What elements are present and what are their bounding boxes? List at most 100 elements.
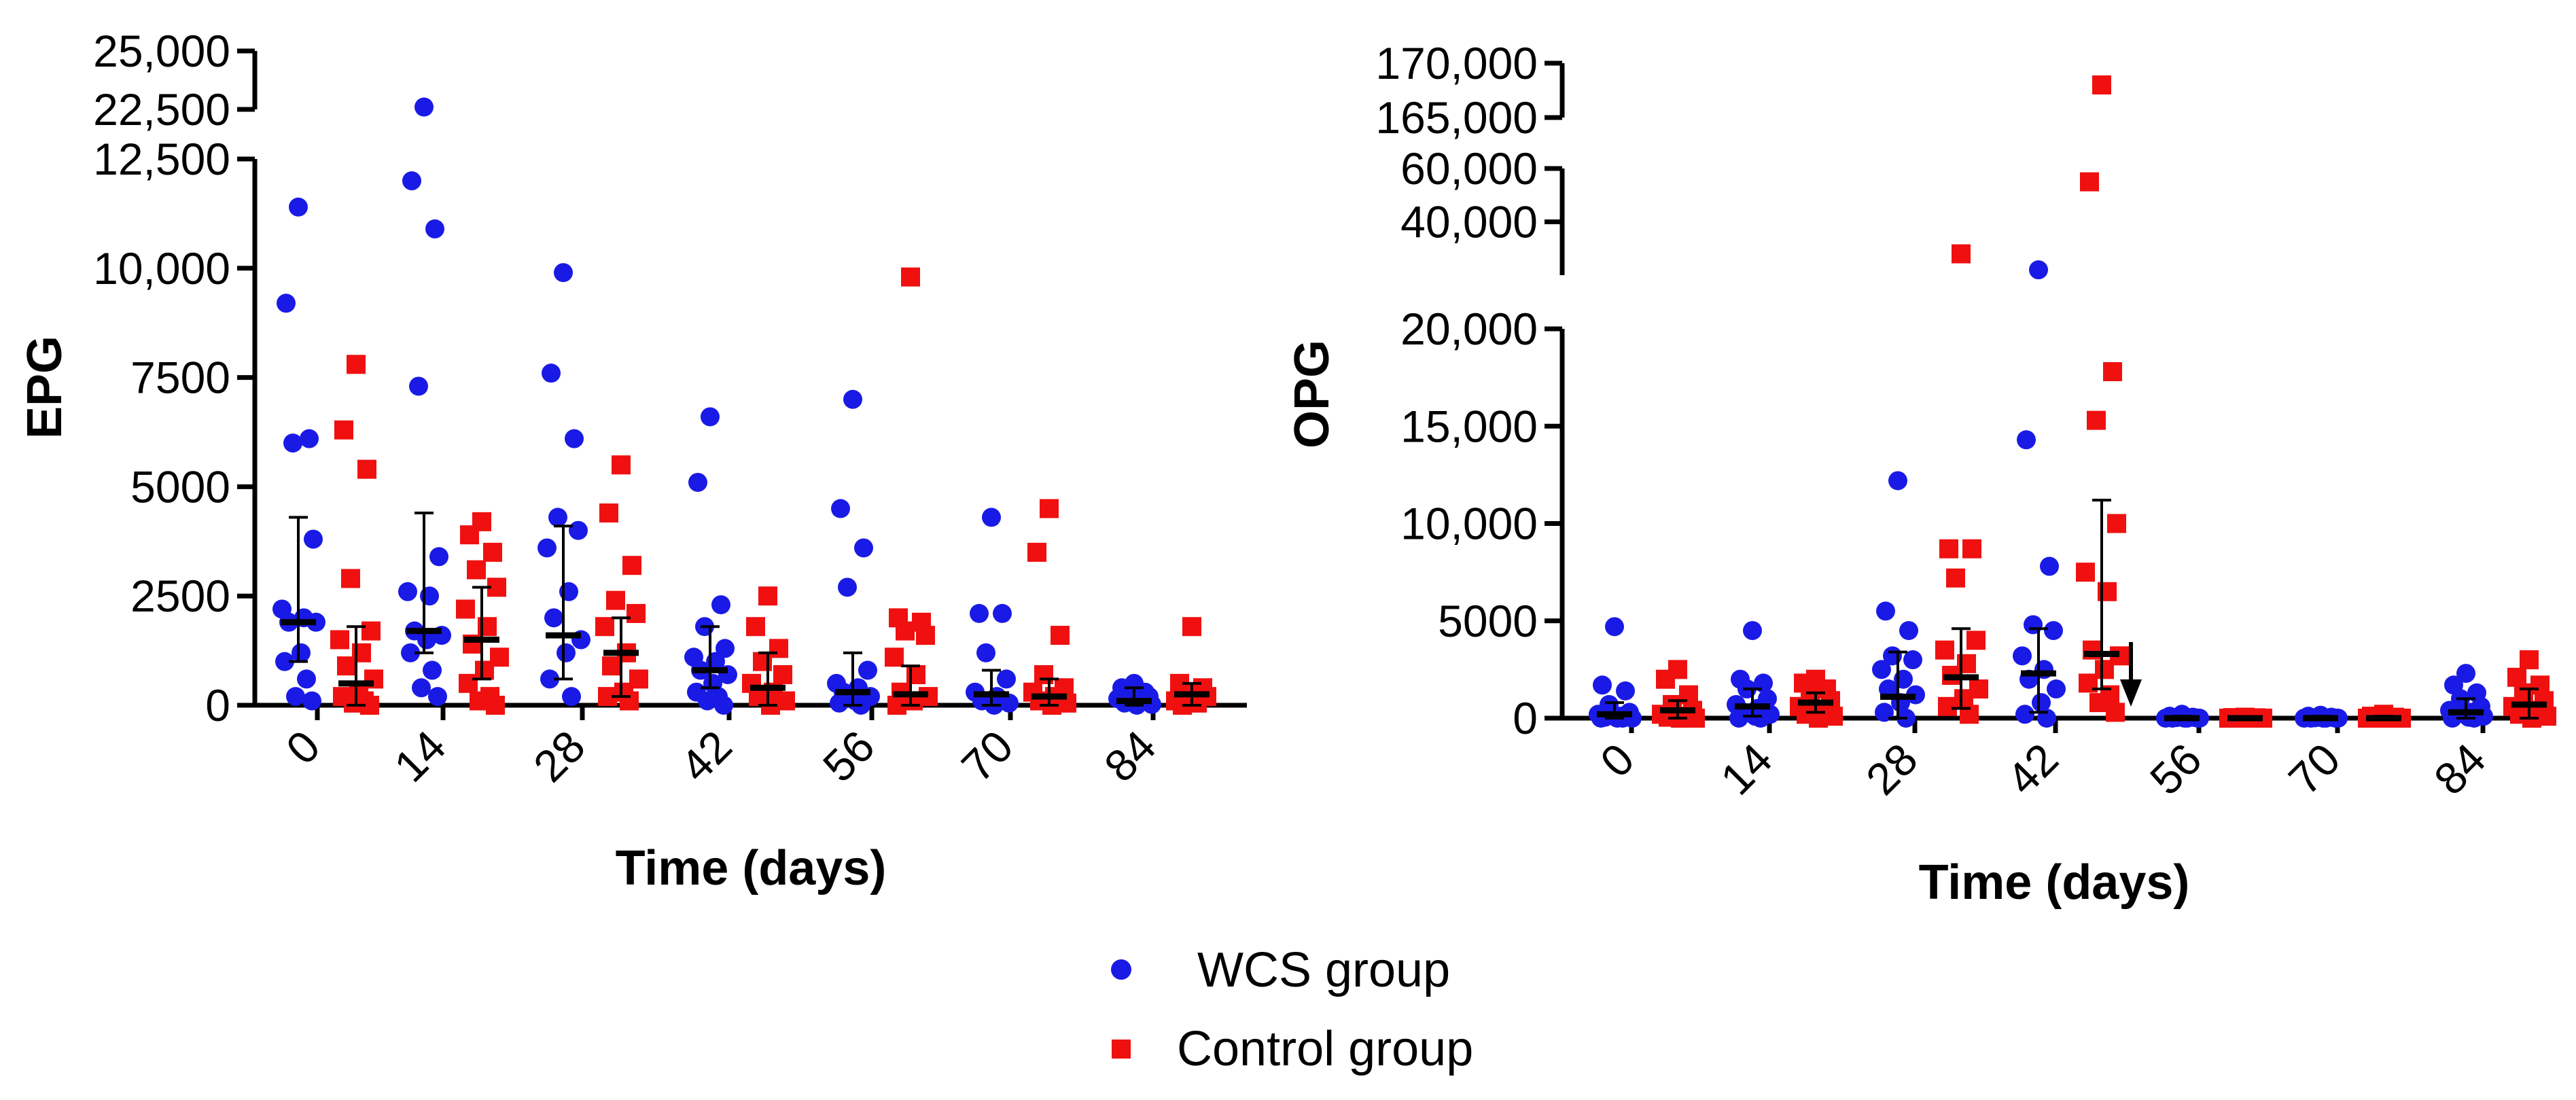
control-point [1939,539,1958,558]
wcs-point [1876,601,1895,621]
wcs-point [304,529,323,549]
control-point [1962,539,1981,558]
wcs-point [1000,693,1019,713]
y-tick-label: 25,000 [93,26,230,76]
control-point [896,621,915,641]
wcs-point [1903,650,1922,670]
wcs-point [698,691,717,711]
y-tick-label: 5000 [1438,596,1538,646]
control-point [2106,703,2125,722]
wcs-point [714,696,733,715]
x-tick-label: 28 [1856,734,1927,804]
wcs-point [1729,709,1748,728]
wcs-point [425,219,444,238]
wcs-point [970,603,989,623]
wcs-point [1888,471,1907,491]
x-tick-label: 28 [524,721,595,792]
control-point [361,621,381,641]
wcs-point [2032,693,2051,713]
x-tick-label: 14 [385,721,455,792]
control-point [769,639,788,658]
wcs-point [858,660,877,680]
y-tick-label: 12,500 [93,134,230,184]
wcs-point [711,595,730,615]
control-point [595,617,614,637]
wcs-point [2047,679,2066,699]
control-point [486,696,505,715]
control-point [330,630,349,650]
control-point [1938,696,1957,716]
control-point [2095,660,2114,679]
wcs-point [554,263,573,283]
wcs-point [854,538,873,558]
control-point [2107,514,2126,533]
wcs-point [275,652,294,671]
y-tick-label: 22,500 [93,84,230,135]
control-point [341,569,360,588]
wcs-point [982,508,1001,527]
control-point [2080,172,2099,192]
wcs-point [1605,617,1624,637]
wcs-point [2017,430,2036,450]
control-point [599,503,618,522]
control-point [885,647,904,667]
wcs-point [544,608,563,628]
wcs-point [2040,556,2059,576]
control-point [627,603,646,623]
x-axis-title: Time (days) [616,841,887,895]
control-point [1040,499,1059,518]
wcs-point [1751,709,1770,728]
legend-wcs-marker [1111,959,1131,980]
control-point [2092,75,2111,94]
x-tick-label: 42 [1997,734,2068,804]
wcs-point [1872,660,1891,679]
control-point [1946,568,1965,588]
control-point [622,556,641,575]
legend-control-label: Control group [1177,1022,1473,1076]
control-point [1952,244,1971,264]
control-point [2076,563,2095,582]
wcs-point [428,687,447,707]
control-point [1027,542,1046,562]
wcs-point [548,508,567,527]
wcs-point [1593,675,1612,695]
wcs-point [302,691,321,711]
wcs-point [417,630,436,650]
control-point [773,664,792,684]
control-point [456,599,475,619]
control-point [2087,410,2106,430]
wcs-point [300,429,319,448]
wcs-point [423,660,442,680]
y-tick-label: 170,000 [1375,38,1538,88]
wcs-point [838,578,857,597]
y-tick-label: 5000 [130,461,230,512]
x-tick-label: 14 [1711,734,1782,804]
control-point [475,660,494,680]
control-point [1966,631,1986,650]
control-point [357,459,376,479]
wcs-point [1616,681,1635,700]
wcs-point [414,97,434,117]
control-point [467,560,486,580]
wcs-point [286,687,305,707]
y-tick-label: 10,000 [93,243,230,294]
wcs-point [297,669,316,689]
x-tick-label: 56 [813,721,884,792]
x-tick-label: 84 [1095,721,1165,792]
y-tick-label: 0 [1513,693,1538,743]
y-tick-label: 60,000 [1400,143,1538,194]
wcs-point [562,687,581,707]
wcs-point [277,294,296,313]
wcs-point [540,669,559,689]
y-tick-label: 2500 [130,571,230,621]
wcs-point [716,639,735,658]
control-point [337,656,356,676]
control-point [1051,626,1070,645]
wcs-point [2044,621,2063,641]
wcs-point [997,669,1016,689]
control-point [2103,362,2122,382]
control-point [470,691,489,711]
wcs-point [292,643,311,662]
wcs-point [398,582,417,601]
wcs-point [557,643,576,662]
